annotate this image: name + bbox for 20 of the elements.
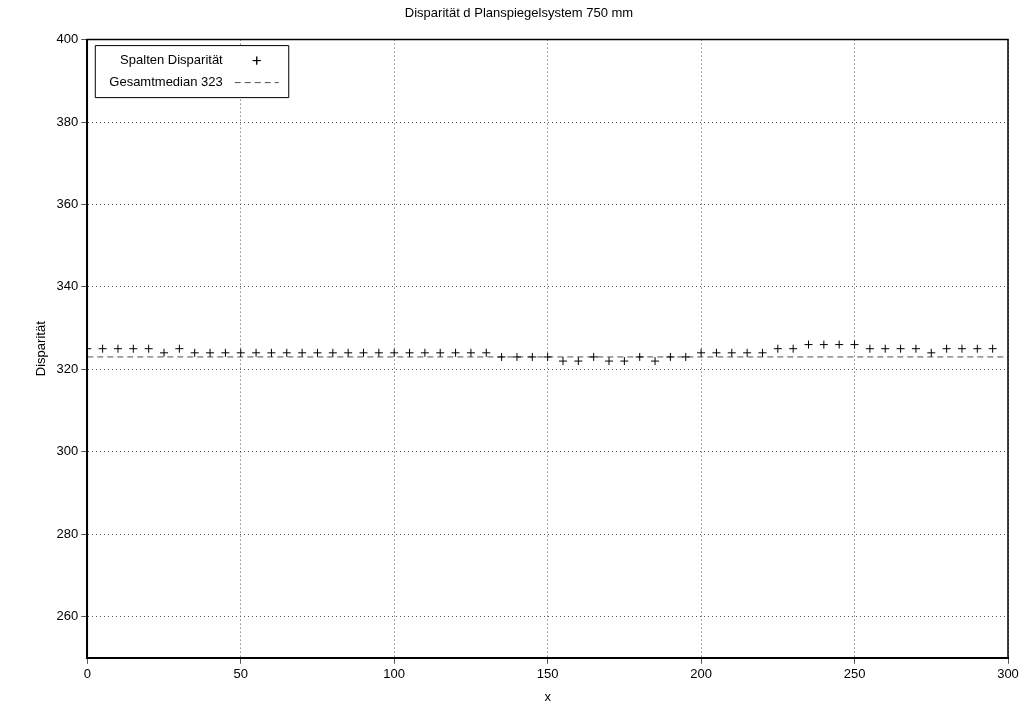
x-tick-label: 250 — [843, 666, 866, 682]
y-tick-label: 260 — [56, 608, 79, 624]
x-tick-label: 0 — [83, 666, 91, 682]
x-tick-label: 300 — [997, 666, 1019, 682]
chart-title: Disparität d Planspiegelsystem 750 mm — [404, 5, 634, 21]
x-tick-label: 150 — [536, 666, 559, 682]
y-axis-title: Disparität — [33, 320, 49, 377]
y-tick-label: 360 — [56, 196, 79, 212]
y-tick-label: 280 — [56, 525, 79, 541]
x-axis-title: x — [544, 688, 552, 704]
y-tick-label: 380 — [56, 113, 79, 129]
y-tick-label: 400 — [56, 31, 79, 47]
x-tick-label: 50 — [233, 666, 248, 682]
y-tick-label: 300 — [56, 443, 79, 459]
x-tick-label: 100 — [383, 666, 406, 682]
x-tick-label: 200 — [690, 666, 712, 682]
y-tick-label: 340 — [56, 278, 79, 294]
legend-label: Spalten Disparität — [120, 52, 224, 68]
legend-label: Gesamtmedian 323 — [109, 74, 223, 90]
y-tick-label: 320 — [56, 360, 79, 376]
